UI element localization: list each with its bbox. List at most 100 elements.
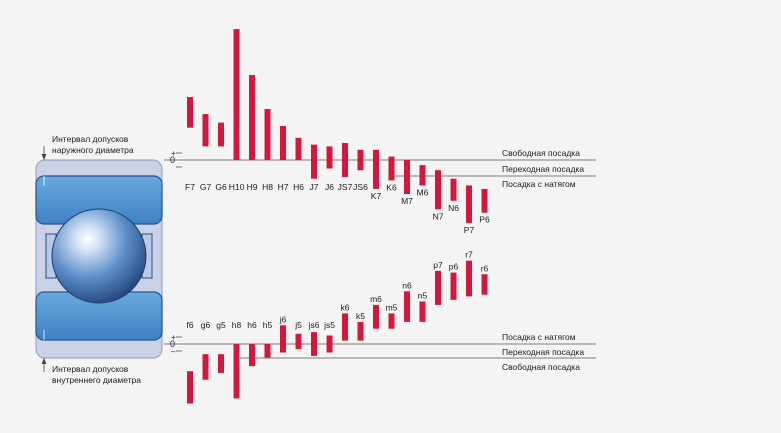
- housing-label-j7: J7: [310, 182, 319, 192]
- shaft-bar-n5: [419, 301, 426, 322]
- shaft-label-f6: f6: [186, 320, 193, 330]
- shaft-bar-m6: [373, 304, 379, 329]
- housing-bar-h6: [295, 137, 302, 160]
- shaft-bar-f6: [187, 371, 193, 404]
- housing-bar-p6: [481, 188, 488, 213]
- housing-bar-k6: [388, 156, 395, 181]
- housing-label-m7: M7: [401, 196, 413, 206]
- housing-label-k6: K6: [386, 182, 397, 192]
- housing-label-js6: JS6: [353, 182, 368, 192]
- shaft-label-k5: k5: [356, 311, 365, 321]
- housing-zero-label: 0: [170, 155, 175, 165]
- housing-bar-m6: [419, 165, 426, 186]
- housing-zone-interference: Посадка с натягом: [502, 179, 576, 189]
- inner-interval-label-2: внутреннего диаметра: [52, 375, 141, 385]
- outer-interval-label-1: Интервал допусков: [52, 134, 129, 144]
- shaft-bar-js6: [311, 332, 317, 356]
- shaft-label-j5: j5: [294, 320, 302, 330]
- shaft-bar-h8: [233, 344, 240, 399]
- shaft-zero-label: 0: [170, 339, 175, 349]
- shaft-label-p7: p7: [433, 260, 443, 270]
- shaft-minus-sign: –: [171, 347, 176, 356]
- housing-label-g6: G6: [215, 182, 227, 192]
- shaft-label-j6: j6: [279, 314, 287, 324]
- housing-label-p6: P6: [479, 215, 490, 225]
- inner-interval-label-1: Интервал допусков: [52, 364, 129, 374]
- shaft-label-k6: k6: [341, 302, 350, 312]
- housing-zone-transition: Переходная посадка: [502, 164, 584, 174]
- housing-label-h10: H10: [229, 182, 245, 192]
- shaft-bar-h6: [249, 344, 255, 367]
- shaft-label-js6: js6: [308, 320, 320, 330]
- shaft-bar-j6: [280, 325, 286, 353]
- shaft-label-r7: r7: [465, 250, 473, 260]
- shaft-tolerance-bars: f6 g6 g5 h8 h6 h5 j6 j5 js6 js5 k6 k5 m6 m5 n6 n5 p7 p6 r7…: [186, 250, 489, 404]
- shaft-bar-p7: [435, 270, 441, 305]
- shaft-bar-p6: [450, 272, 457, 300]
- shaft-zone-clearance: Свободная посадка: [502, 362, 580, 372]
- housing-bar-n6: [450, 178, 457, 201]
- housing-label-h8: H8: [262, 182, 273, 192]
- shaft-label-h5: h5: [263, 320, 273, 330]
- shaft-zone-interference: Посадка с натягом: [502, 332, 576, 342]
- housing-bar-g6: [218, 122, 224, 147]
- shaft-bar-h5: [264, 344, 271, 358]
- housing-bar-j6: [326, 146, 333, 169]
- housing-label-h7: H7: [278, 182, 289, 192]
- shaft-bar-k5: [357, 321, 364, 341]
- shaft-bar-g6: [202, 354, 209, 380]
- housing-label-m6: M6: [417, 188, 429, 198]
- housing-bar-h9: [249, 75, 255, 160]
- housing-bar-h7: [280, 126, 286, 160]
- housing-zone-clearance: Свободная посадка: [502, 148, 580, 158]
- shaft-label-p6: p6: [449, 262, 459, 272]
- shaft-bar-n6: [404, 291, 410, 322]
- shaft-label-m5: m5: [386, 302, 398, 312]
- shaft-plus-sign: +: [171, 333, 176, 342]
- housing-bar-js7: [342, 143, 348, 177]
- housing-bar-n7: [435, 170, 441, 210]
- housing-bar-k7: [373, 149, 379, 189]
- housing-bar-m7: [404, 160, 410, 194]
- shaft-bar-j5: [295, 333, 302, 350]
- housing-label-n6: N6: [448, 203, 459, 213]
- shaft-bar-r7: [466, 260, 472, 297]
- shaft-axes: + 0 – Посадка с натягом Переходная посад…: [164, 332, 596, 372]
- shaft-label-js5: js5: [323, 320, 335, 330]
- housing-bar-j7: [311, 144, 317, 179]
- shaft-zone-transition: Переходная посадка: [502, 347, 584, 357]
- housing-label-h6: H6: [293, 182, 304, 192]
- shaft-bar-r6: [481, 274, 488, 295]
- housing-bar-f7: [187, 97, 193, 128]
- housing-bar-p7: [466, 185, 472, 223]
- housing-bar-g7: [202, 114, 209, 147]
- shaft-label-n6: n6: [402, 280, 412, 290]
- shaft-bar-m5: [388, 313, 395, 329]
- shaft-label-g5: g5: [216, 320, 226, 330]
- housing-label-g7: G7: [200, 182, 212, 192]
- shaft-label-n5: n5: [418, 291, 428, 301]
- housing-label-p7: P7: [464, 225, 475, 235]
- housing-label-js7: JS7: [338, 182, 353, 192]
- shaft-bar-k6: [342, 313, 348, 341]
- outer-interval-label-2: наружного диаметра: [52, 145, 134, 155]
- housing-label-n7: N7: [433, 211, 444, 221]
- bearing-illustration: [35, 146, 163, 372]
- shaft-label-m6: m6: [370, 294, 382, 304]
- housing-label-h9: H9: [247, 182, 258, 192]
- housing-bar-js6: [357, 149, 364, 171]
- shaft-bar-js5: [326, 335, 333, 353]
- housing-label-j6: J6: [325, 182, 334, 192]
- shaft-bar-g5: [218, 354, 224, 373]
- housing-plus-sign: +: [171, 149, 176, 158]
- shaft-label-g6: g6: [201, 320, 211, 330]
- shaft-label-h6: h6: [247, 320, 257, 330]
- ball: [51, 208, 147, 304]
- housing-bar-h8: [264, 109, 271, 160]
- housing-label-f7: F7: [185, 182, 195, 192]
- shaft-label-r6: r6: [481, 263, 489, 273]
- housing-label-k7: K7: [371, 191, 382, 201]
